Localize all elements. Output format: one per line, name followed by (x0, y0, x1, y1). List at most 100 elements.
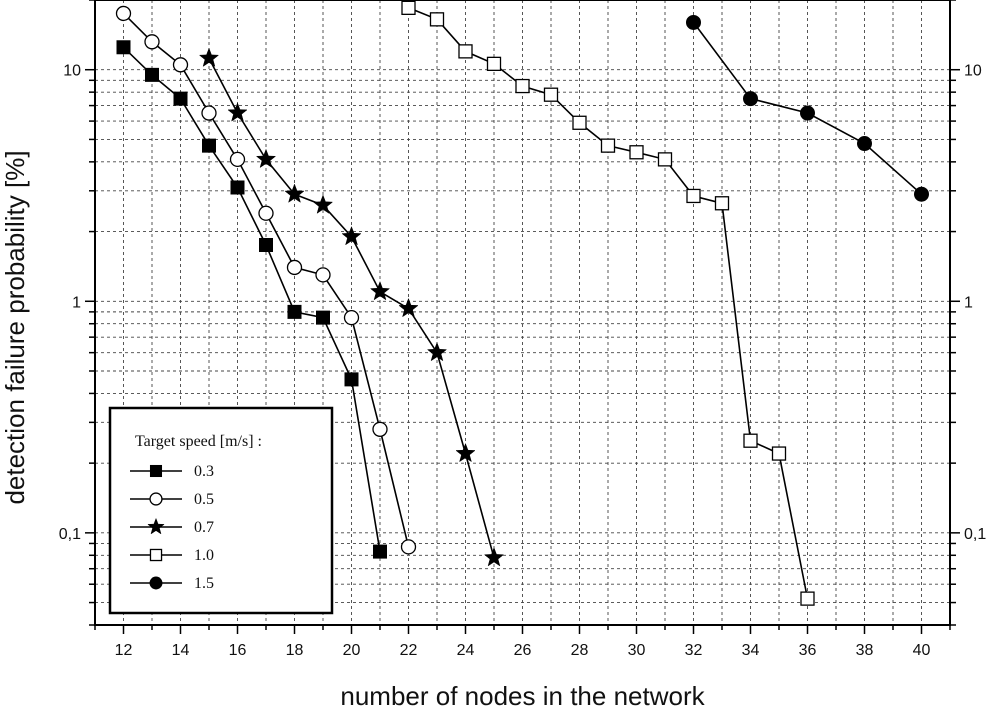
data-point (572, 115, 587, 130)
legend-marker (147, 517, 165, 535)
data-point (686, 188, 701, 204)
data-point (857, 136, 872, 152)
y-tick-label-left: 0,1 (59, 526, 81, 543)
data-point (259, 237, 273, 252)
y-tick-label-left: 1 (72, 294, 81, 311)
data-point (287, 304, 302, 319)
data-point (202, 138, 216, 153)
data-point (800, 105, 815, 121)
legend-title: Target speed [m/s] : (135, 433, 262, 450)
data-point (629, 145, 644, 160)
legend-marker (149, 576, 163, 590)
data-point (255, 148, 277, 169)
legend-label: 0.3 (194, 463, 214, 480)
x-tick-label: 34 (742, 642, 760, 659)
legend-box (108, 406, 334, 615)
data-point (426, 341, 448, 362)
data-point (657, 152, 673, 167)
x-tick-label: 18 (286, 642, 304, 659)
data-point (483, 547, 505, 567)
legend-entry: 0.7 (130, 517, 214, 536)
series-0-7 (198, 47, 505, 567)
legend-entry: 0.3 (130, 463, 214, 480)
x-axis-title: number of nodes in the network (340, 681, 705, 711)
series-0-5 (115, 5, 417, 555)
x-tick-label: 14 (172, 642, 190, 659)
data-point (714, 196, 730, 211)
data-point (258, 205, 274, 221)
data-point (144, 34, 160, 50)
data-point (341, 225, 362, 246)
x-tick-label: 38 (856, 642, 874, 659)
x-tick-label: 16 (229, 642, 247, 659)
legend-entry: 1.0 (130, 547, 214, 564)
x-tick-label: 24 (457, 642, 475, 659)
data-point (429, 12, 445, 27)
data-point (172, 57, 189, 73)
x-tick-label: 28 (571, 642, 589, 659)
data-point (743, 433, 758, 448)
data-point (455, 442, 476, 463)
x-tick-label: 36 (799, 642, 817, 659)
legend-label: 1.0 (194, 547, 214, 564)
data-point (201, 105, 217, 121)
data-point (486, 56, 502, 71)
x-tick-label: 22 (400, 642, 418, 659)
data-point (284, 183, 305, 203)
data-point (198, 47, 220, 67)
data-point (398, 297, 419, 318)
y-tick-label-right: 1 (964, 294, 973, 311)
legend-entry: 1.5 (130, 575, 214, 592)
axis-ticks (85, 0, 960, 634)
x-tick-label: 40 (913, 642, 931, 659)
x-tick-label: 12 (115, 642, 133, 659)
data-point (315, 267, 331, 283)
data-point (312, 194, 334, 214)
legend-label: 0.5 (194, 491, 214, 508)
data-point (145, 67, 159, 82)
x-tick-label: 20 (343, 642, 361, 659)
data-point (771, 446, 787, 461)
data-point (173, 91, 188, 106)
data-point (515, 78, 530, 94)
series-layer (115, 0, 929, 606)
data-point (344, 372, 359, 387)
data-point (743, 91, 758, 107)
y-tick-label-left: 10 (63, 63, 81, 80)
tick-labels: 12 14 16 18 20 22 24 26 28 30 32 34 36 38 40 0,1 0,1 1 1 10… (59, 63, 987, 659)
data-point (286, 259, 303, 276)
data-point (458, 44, 473, 59)
x-tick-label: 30 (628, 642, 646, 659)
x-tick-label: 26 (514, 642, 532, 659)
legend-entry: 0.5 (130, 491, 214, 508)
data-point (227, 102, 248, 122)
y-tick-label-right: 0,1 (964, 526, 986, 543)
legend-marker (149, 492, 163, 506)
data-point (600, 138, 616, 153)
series-1-0 (401, 0, 815, 606)
data-point (400, 539, 417, 555)
series-line (122, 46, 381, 552)
data-point (686, 14, 701, 30)
data-point (369, 280, 391, 301)
series-0-3 (116, 40, 387, 559)
data-point (800, 591, 815, 606)
data-point (543, 87, 559, 102)
legend-entries: 0.3 0.5 0.7 1.0 1.5 (130, 463, 214, 592)
x-tick-label: 32 (685, 642, 703, 659)
legend-label: 0.7 (194, 519, 214, 536)
data-point (115, 5, 132, 22)
y-tick-label-right: 10 (964, 63, 982, 80)
data-point (343, 309, 360, 326)
legend-label: 1.5 (194, 575, 214, 592)
legend: Target speed [m/s] : 0.3 0.5 0.7 1.0 1.5 (108, 406, 334, 615)
data-point (401, 0, 416, 15)
data-point (372, 421, 388, 437)
series-1-5 (686, 14, 929, 202)
data-point (316, 310, 330, 325)
legend-marker (149, 548, 163, 562)
data-point (373, 544, 387, 559)
data-point (116, 40, 131, 55)
data-point (230, 180, 245, 195)
